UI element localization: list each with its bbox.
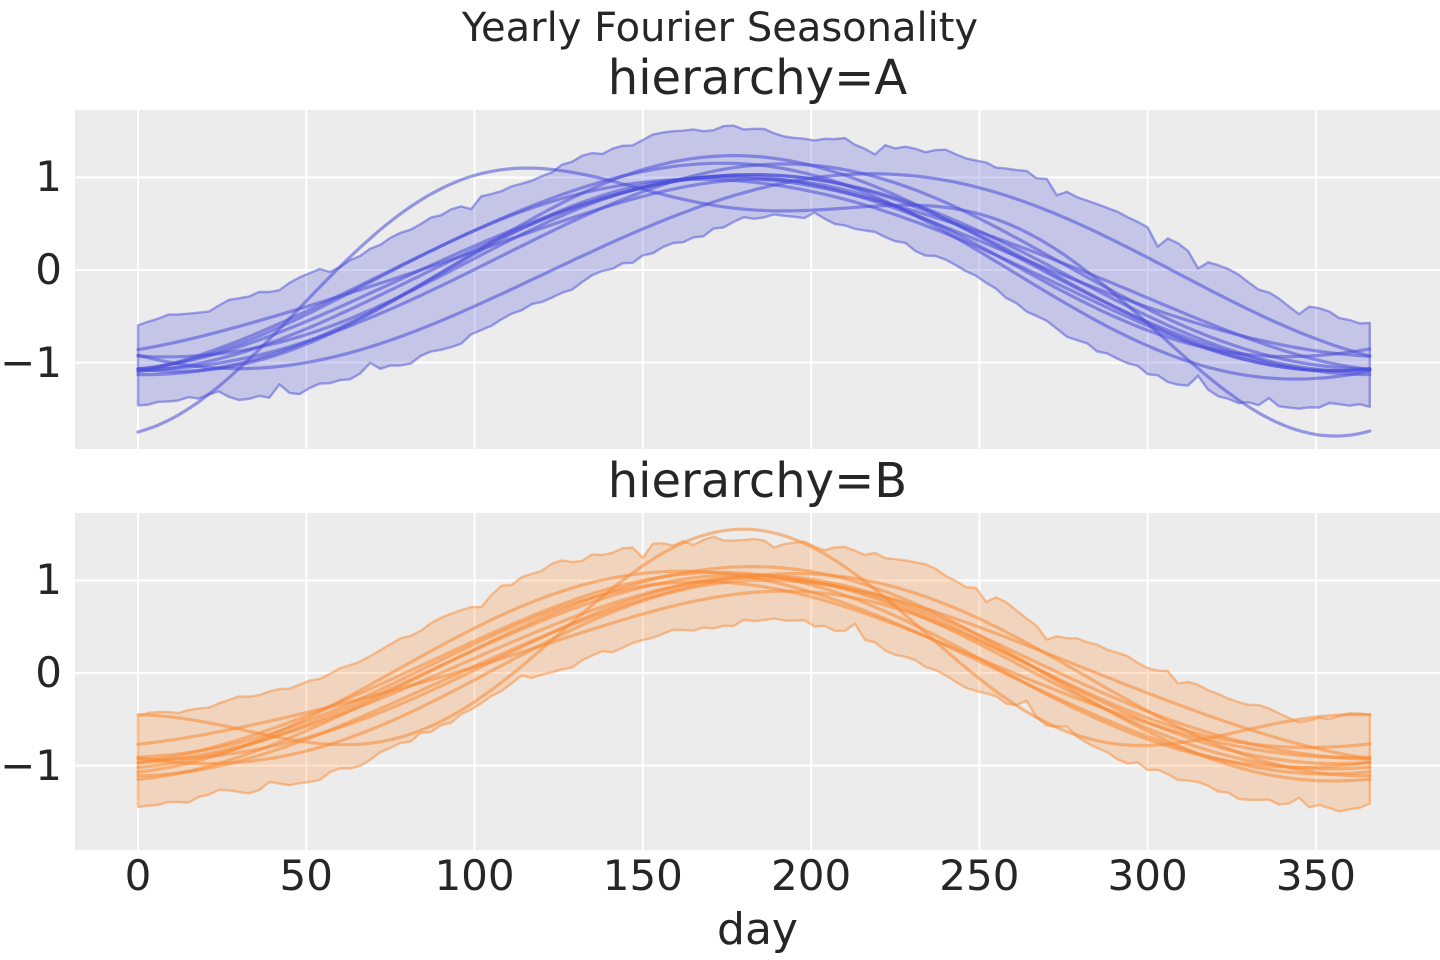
fourier-sample-curve [136, 565, 1372, 783]
panel-a-title: hierarchy=A [607, 50, 908, 106]
x-tick-label: 50 [279, 851, 333, 900]
y-tick-label: −1 [0, 740, 62, 790]
hdi-band [136, 124, 1371, 410]
fourier-sample-curve [136, 175, 1372, 373]
y-tick-label: 0 [35, 245, 62, 294]
y-tick-label: 1 [35, 152, 62, 202]
x-tick-label: 100 [434, 851, 515, 900]
panel-b-plot-area [75, 513, 1440, 850]
x-axis-label: day [717, 904, 798, 955]
panel-a-canvas [75, 110, 1440, 449]
fourier-outlier-curve [136, 166, 1372, 438]
panel-b-title: hierarchy=B [607, 453, 908, 509]
y-tick-label: 1 [35, 555, 62, 605]
panel-a-plot-area [75, 110, 1440, 449]
x-tick-label: 150 [602, 851, 683, 900]
fourier-sample-curve [136, 173, 1372, 373]
x-tick-label: 300 [1107, 851, 1188, 900]
fourier-sample-curve [136, 174, 1372, 359]
fourier-sample-curve [136, 578, 1372, 766]
x-tick-label: 200 [771, 851, 852, 900]
x-tick-label: 0 [124, 851, 152, 900]
fourier-outlier-curve [136, 527, 1372, 748]
x-tick-label: 250 [939, 851, 1020, 900]
y-tick-label: −1 [0, 337, 62, 387]
fourier-sample-curve [136, 172, 1372, 371]
panel-background [75, 513, 1440, 850]
y-tick-label: 0 [35, 648, 62, 697]
fourier-sample-curve [136, 569, 1372, 776]
fourier-sample-curve [136, 580, 1372, 760]
panel-b-canvas [75, 513, 1440, 850]
fourier-sample-curve [136, 573, 1372, 771]
x-tick-label: 350 [1275, 851, 1357, 900]
fourier-sample-curve [136, 589, 1372, 750]
fourier-sample-curve [136, 161, 1372, 381]
figure-title: Yearly Fourier Seasonality [461, 5, 979, 51]
